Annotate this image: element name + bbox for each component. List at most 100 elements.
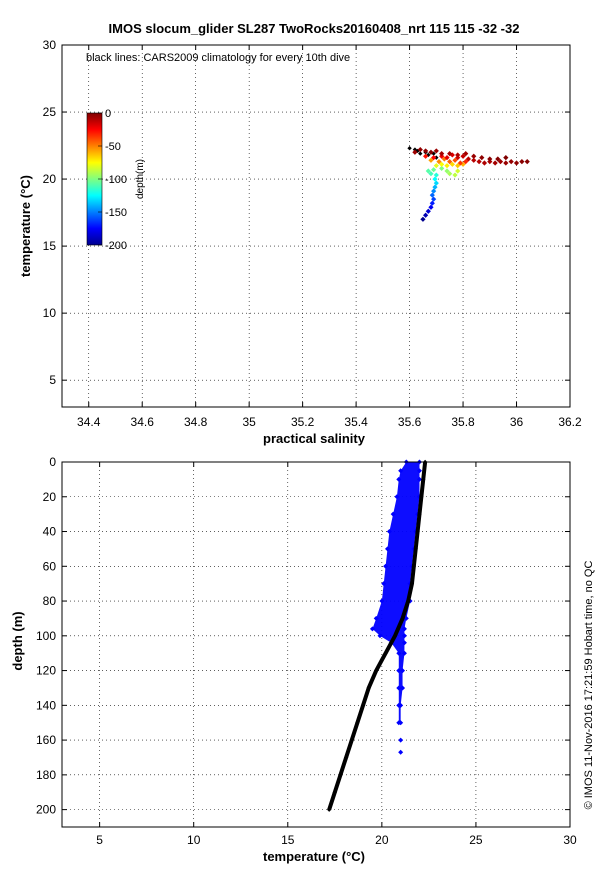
climatology-point (415, 529, 420, 534)
ts-data-point (495, 156, 501, 162)
glider-data-point (398, 702, 404, 708)
ts-data-point (457, 160, 463, 166)
ts-data-point (431, 188, 437, 194)
ts-data-point (412, 149, 418, 155)
ts-data-point (524, 159, 530, 165)
ts-data-point (425, 168, 431, 174)
glider-data-point (401, 633, 407, 639)
colorbar-tick-label: -50 (105, 141, 121, 153)
ts-data-point (503, 155, 509, 161)
ts-data-point (423, 148, 429, 154)
glider-data-point (401, 650, 407, 656)
ts-data-point (444, 163, 450, 169)
ts-data-point (444, 168, 450, 174)
depth-y-tick-label: 140 (36, 698, 56, 712)
ts-x-tick-label: 36 (510, 415, 524, 429)
ts-data-point (429, 192, 435, 198)
glider-data-point (416, 468, 422, 474)
depth-y-tick-label: 200 (36, 803, 56, 817)
ts-data-point (439, 161, 445, 167)
climatology-point (326, 807, 332, 812)
depth-x-tick-label: 25 (469, 833, 483, 847)
ts-x-tick-label: 35.2 (291, 415, 315, 429)
ts-data-point (455, 163, 461, 169)
climatology-point (392, 633, 398, 639)
glider-data-point (369, 626, 375, 632)
ts-data-point (497, 159, 504, 165)
depth-y-tick-label: 160 (36, 733, 56, 747)
climatology-point (413, 546, 418, 552)
ts-x-tick-label: 35 (242, 415, 256, 429)
depth-colorbar: 0 -50 -100 -150 -200 depth(m) (86, 108, 146, 252)
ts-x-tick-label: 34.8 (184, 415, 208, 429)
ts-y-tick-label: 20 (43, 172, 57, 186)
ts-data-point (479, 155, 485, 161)
ts-data-point (513, 160, 520, 166)
ts-data-point (433, 163, 439, 169)
ts-data-point (487, 156, 493, 162)
ts-data-point (432, 184, 438, 190)
ts-data-point (471, 157, 477, 163)
climatology-point (417, 511, 422, 517)
depth-y-tick-label: 100 (36, 629, 56, 643)
colorbar-tick-label: -200 (105, 240, 127, 252)
ts-data-point (452, 172, 458, 178)
ts-data-point (471, 153, 477, 159)
ts-plot-area (62, 45, 570, 407)
depth-x-tick-label: 30 (563, 833, 577, 847)
climatology-point (421, 477, 426, 482)
ts-y-tick-label: 15 (43, 239, 57, 253)
ts-data-point (428, 157, 434, 163)
climatology-point (374, 668, 379, 673)
glider-data-point (398, 720, 404, 726)
ts-y-tick-label: 30 (43, 38, 57, 52)
glider-temperature-band (372, 462, 420, 723)
ts-data-point (432, 176, 438, 182)
depth-y-tick-label: 0 (49, 455, 56, 469)
depth-data-points (326, 459, 428, 812)
glider-data-point (396, 650, 402, 656)
climatology-point (383, 650, 388, 656)
ts-climatology-point (407, 146, 412, 151)
climatology-point (419, 494, 424, 499)
ts-data-point (463, 151, 469, 157)
ts-y-tick-label: 25 (43, 105, 57, 119)
ts-x-ticks: 34.4 34.6 34.8 35 35.2 35.4 35.6 35.8 36 36.2 (77, 45, 582, 429)
ts-data-point (431, 196, 437, 202)
ts-data-point (447, 171, 453, 177)
ts-data-point (460, 153, 466, 159)
glider-data-point (379, 598, 385, 604)
ts-data-point (428, 171, 434, 177)
ts-data-point (455, 155, 461, 161)
depth-x-ticks: 5 10 15 20 25 30 (96, 462, 577, 847)
ts-data-point (433, 172, 439, 178)
ts-data-point (519, 159, 525, 165)
depth-y-tick-label: 40 (43, 525, 57, 539)
colorbar-tick-label: -150 (105, 207, 127, 219)
depth-axes-frame (61, 461, 571, 828)
ts-data-point (487, 159, 493, 165)
ts-data-point (439, 153, 445, 159)
ts-data-point (447, 159, 453, 165)
depth-y-tick-label: 60 (43, 559, 57, 573)
depth-x-tick-label: 5 (96, 833, 103, 847)
depth-plot-area (62, 462, 570, 827)
ts-data-point (431, 167, 437, 173)
ts-data-point (439, 165, 445, 171)
ts-data-point (455, 152, 461, 158)
climatology-point (338, 772, 343, 778)
ts-x-tick-label: 34.6 (131, 415, 155, 429)
ts-data-point (508, 159, 514, 165)
ts-data-point (463, 159, 469, 165)
depth-x-tick-label: 10 (187, 833, 201, 847)
climatology-point (332, 790, 338, 795)
depth-y-ticks: 0 20 40 60 80 100 120 140 160 180 200 (36, 455, 570, 817)
colorbar-ticks: 0 -50 -100 -150 -200 (98, 108, 127, 252)
ts-y-axis-label: temperature (°C) (18, 175, 33, 277)
glider-data-point (398, 468, 404, 474)
glider-data-point (383, 563, 389, 569)
glider-data-point (394, 494, 400, 500)
ts-diagram: IMOS slocum_glider SL287 TwoRocks2016040… (18, 21, 582, 446)
depth-x-axis-label: temperature (°C) (263, 849, 365, 864)
ts-x-tick-label: 35.8 (451, 415, 475, 429)
